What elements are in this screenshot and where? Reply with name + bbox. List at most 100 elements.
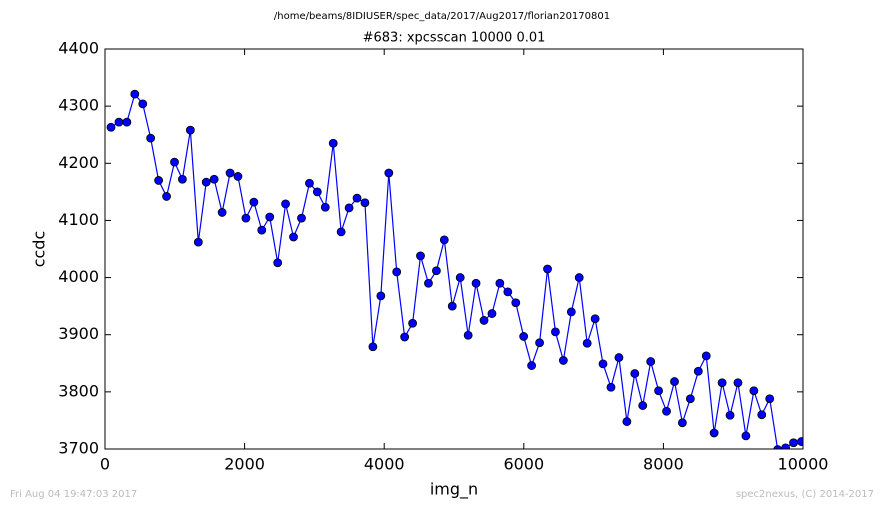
- data-point: [733, 378, 743, 388]
- data-point: [535, 338, 544, 348]
- data-point: [670, 377, 679, 386]
- data-point: [757, 410, 767, 420]
- data-point: [265, 212, 275, 222]
- data-point: [590, 314, 600, 324]
- data-point: [630, 369, 640, 378]
- data-point: [424, 278, 433, 288]
- data-point: [558, 356, 568, 365]
- footer-credit: spec2nexus, (C) 2014-2017: [736, 489, 874, 500]
- data-point: [257, 225, 267, 235]
- data-point: [654, 386, 663, 396]
- data-point: [709, 428, 719, 438]
- y-tick-label: 4000: [58, 267, 99, 286]
- footer-date: Fri Aug 04 19:47:03 2017: [10, 489, 137, 500]
- data-point: [677, 418, 687, 428]
- y-tick-label: 3700: [58, 439, 99, 458]
- data-point: [574, 273, 584, 282]
- data-point: [701, 351, 711, 361]
- data-point: [693, 366, 703, 376]
- data-point: [209, 174, 219, 184]
- data-point: [312, 187, 322, 197]
- chart-title: #683: xpcsscan 10000 0.01: [363, 31, 546, 46]
- data-point: [765, 394, 775, 404]
- data-point: [408, 318, 418, 328]
- data-point: [344, 203, 354, 213]
- data-point: [201, 177, 211, 187]
- data-point: [725, 410, 735, 420]
- data-point: [511, 298, 521, 308]
- data-point: [154, 176, 164, 185]
- y-tick-label: 3800: [58, 381, 99, 400]
- data-point: [392, 267, 402, 277]
- data-point: [471, 278, 481, 288]
- y-tick-label: 4100: [58, 210, 99, 229]
- data-point: [384, 168, 394, 178]
- data-point: [487, 309, 497, 318]
- data-point: [273, 258, 283, 268]
- data-point: [741, 431, 751, 441]
- data-point: [455, 273, 465, 282]
- data-point: [614, 353, 624, 362]
- data-point: [193, 237, 203, 247]
- data-point: [360, 198, 370, 208]
- y-tick-label: 4200: [58, 153, 99, 172]
- data-point: [773, 445, 783, 449]
- y-tick-label: 4300: [58, 96, 99, 115]
- x-tick-label: 6000: [503, 455, 544, 474]
- data-point: [336, 227, 346, 237]
- series-line: [110, 92, 802, 449]
- data-point: [582, 338, 592, 348]
- data-point: [797, 437, 803, 446]
- x-axis-label: img_n: [430, 480, 478, 500]
- x-tick-label: 2000: [224, 455, 265, 474]
- y-tick-label: 4400: [58, 39, 99, 58]
- x-tick-label: 10000: [778, 455, 829, 474]
- data-point: [106, 122, 116, 132]
- data-point: [320, 202, 330, 212]
- data-point: [519, 332, 529, 341]
- data-point: [130, 89, 140, 99]
- data-point: [527, 361, 537, 370]
- data-point: [551, 327, 560, 337]
- data-point: [368, 342, 378, 352]
- data-point: [416, 251, 425, 261]
- data-point: [646, 357, 656, 366]
- data-point: [622, 417, 632, 426]
- data-point: [439, 235, 449, 245]
- axes-frame: [104, 48, 804, 450]
- x-tick-label: 0: [100, 455, 110, 474]
- data-point: [241, 213, 251, 223]
- data-point: [376, 291, 386, 301]
- y-tick-label: 3900: [58, 324, 99, 343]
- data-point: [162, 192, 171, 201]
- data-point: [662, 406, 671, 416]
- data-point: [479, 316, 489, 325]
- x-tick-label: 8000: [643, 455, 684, 474]
- data-point: [685, 394, 695, 404]
- data-point: [185, 125, 195, 135]
- data-point: [328, 138, 338, 148]
- data-point: [305, 178, 314, 188]
- data-point: [138, 99, 148, 109]
- x-tick-label: 4000: [364, 455, 405, 474]
- y-axis-label: ccdc: [30, 231, 49, 268]
- data-point: [233, 172, 243, 181]
- data-point: [352, 193, 362, 203]
- data-point: [717, 378, 727, 388]
- data-point: [178, 174, 187, 184]
- data-point: [281, 199, 290, 209]
- data-point: [463, 330, 473, 340]
- data-point: [606, 382, 616, 392]
- data-point: [598, 359, 608, 369]
- data-point: [114, 117, 124, 127]
- data-point: [297, 213, 306, 223]
- data-point: [543, 264, 552, 274]
- data-point: [789, 438, 798, 448]
- suptitle: /home/beams/8IDIUSER/spec_data/2017/Aug2…: [274, 11, 610, 22]
- data-point: [495, 278, 505, 288]
- data-point: [638, 401, 648, 410]
- data-point: [170, 157, 179, 167]
- data-point: [225, 168, 235, 178]
- data-point: [249, 197, 259, 207]
